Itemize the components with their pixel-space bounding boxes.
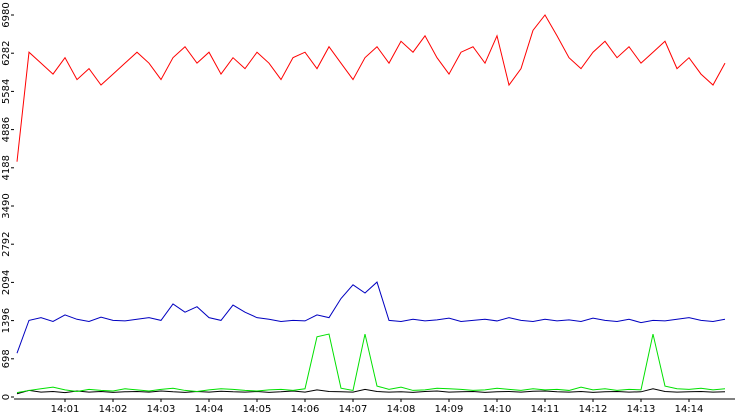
x-tick-label: 14:05 — [243, 404, 272, 415]
x-tick-label: 14:06 — [291, 404, 320, 415]
x-tick-label: 14:14 — [675, 404, 704, 415]
series-line — [16, 333, 726, 394]
y-tick-label: 2792 — [1, 231, 12, 256]
x-tick-label: 14:08 — [387, 404, 416, 415]
x-tick-label: 14:03 — [147, 404, 176, 415]
y-tick-label: 698 — [1, 349, 12, 368]
x-tick-label: 14:07 — [339, 404, 368, 415]
y-tick-label: 1396 — [1, 308, 12, 333]
y-tick-label: 3490 — [1, 193, 12, 218]
series-line — [16, 388, 726, 395]
x-tick-label: 14:02 — [99, 404, 128, 415]
x-tick-label: 14:13 — [627, 404, 656, 415]
y-tick-label: 2094 — [1, 270, 12, 295]
x-tick-label: 14:10 — [483, 404, 512, 415]
series-line — [16, 14, 726, 162]
y-tick-label: 4188 — [1, 155, 12, 180]
y-tick-label: 6282 — [1, 40, 12, 65]
x-tick-label: 14:12 — [579, 404, 608, 415]
y-tick-label: 4886 — [1, 117, 12, 142]
y-tick-label: 5584 — [1, 79, 12, 104]
y-tick-label: 6980 — [1, 2, 12, 27]
x-tick-label: 14:09 — [435, 404, 464, 415]
x-tick-label: 14:04 — [195, 404, 224, 415]
x-tick-label: 14:11 — [531, 404, 560, 415]
series-line — [16, 281, 726, 354]
y-tick-label: 0 — [1, 394, 12, 400]
x-tick-label: 14:01 — [51, 404, 80, 415]
